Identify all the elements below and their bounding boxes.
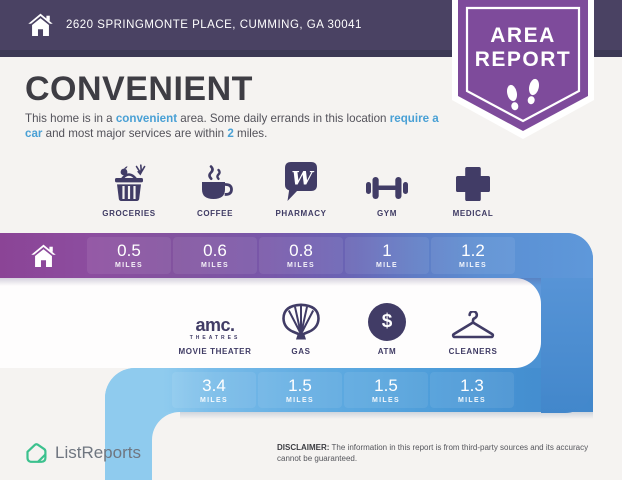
footprints-icon xyxy=(507,78,539,111)
amenity-coffee: COFFEE xyxy=(172,154,258,218)
dumbbell-icon xyxy=(364,157,410,203)
distance-unit: MILES xyxy=(458,397,486,404)
distance-unit: MILES xyxy=(372,397,400,404)
distance-chip-medical: 1.2 MILES xyxy=(431,237,515,274)
badge-line2: REPORT xyxy=(475,48,572,71)
amc-theatres-logo: amc. THEATRES xyxy=(190,295,241,341)
distance-value: 1.5 xyxy=(288,376,312,395)
amenity-label: MEDICAL xyxy=(452,209,494,218)
summary-part: area. Some daily errands in this locatio… xyxy=(177,112,390,125)
amenity-groceries: GROCERIES xyxy=(86,154,172,218)
amenity-label: ATM xyxy=(377,347,397,356)
amenity-pharmacy: W PHARMACY xyxy=(258,154,344,218)
amenity-medical: MEDICAL xyxy=(430,154,516,218)
svg-text:W: W xyxy=(291,168,314,190)
area-report-badge: AREA REPORT xyxy=(452,0,594,139)
distance-unit: MILES xyxy=(201,262,229,269)
bar1-shadow xyxy=(0,278,541,286)
groceries-basket-icon xyxy=(109,157,149,203)
amenity-label: GYM xyxy=(376,209,398,218)
summary-part: and most major services are within xyxy=(42,126,228,140)
distance-value: 0.5 xyxy=(117,241,141,260)
listreports-wordmark: ListReports xyxy=(55,443,141,462)
distance-unit: MILES xyxy=(287,262,315,269)
listreports-logo: ListReports xyxy=(24,441,141,465)
distance-value: 0.6 xyxy=(203,241,227,260)
amenity-label: MOVIE THEATER xyxy=(178,347,252,356)
medical-cross-icon xyxy=(454,157,492,203)
summary-highlight: 2 xyxy=(227,126,234,140)
home-icon xyxy=(28,13,53,36)
shell-gas-icon xyxy=(280,295,322,341)
amenity-movie-theater: amc. THEATRES MOVIE THEATER xyxy=(172,292,258,356)
distance-chip-movie-theater: 3.4 MILES xyxy=(172,372,256,408)
amenity-cleaners: CLEANERS xyxy=(430,292,516,356)
distance-chip-groceries: 0.5 MILES xyxy=(87,237,171,274)
amenity-label: GROCERIES xyxy=(102,209,156,218)
header-content: 2620 SPRINGMONTE PLACE, CUMMING, GA 3004… xyxy=(0,0,622,50)
distance-chip-cleaners: 1.3 MILES xyxy=(430,372,514,408)
disclaimer-label: DISCLAIMER: xyxy=(277,443,330,452)
distance-value: 3.4 xyxy=(202,376,226,395)
page-title: CONVENIENT xyxy=(25,70,253,108)
distance-value: 1 xyxy=(382,241,392,260)
amenity-label: PHARMACY xyxy=(275,209,327,218)
distance-value: 1.2 xyxy=(461,241,485,260)
listreports-house-icon xyxy=(26,443,47,463)
walgreens-w-icon: W xyxy=(281,157,321,203)
distance-value: 1.3 xyxy=(460,376,484,395)
amenity-gym: GYM xyxy=(344,154,430,218)
amc-wordmark: amc. xyxy=(195,315,235,335)
summary-part: This home is in a xyxy=(25,112,116,125)
distance-chip-gym: 1 MILE xyxy=(345,237,429,274)
summary-text: This home is in a convenient area. Some … xyxy=(25,112,453,142)
distance-chip-atm: 1.5 MILES xyxy=(344,372,428,408)
distance-unit: MILE xyxy=(376,262,398,269)
dollar-circle-icon: $ xyxy=(368,295,406,341)
distance-chip-coffee: 0.6 MILES xyxy=(173,237,257,274)
home-icon xyxy=(30,244,56,267)
property-address: 2620 SPRINGMONTE PLACE, CUMMING, GA 3004… xyxy=(66,19,362,31)
disclaimer-text: The information in this report is from t… xyxy=(277,443,589,463)
distance-bar-2: 3.4 MILES 1.5 MILES 1.5 MILES 1.3 MILES xyxy=(105,368,593,412)
distance-chip-gas: 1.5 MILES xyxy=(258,372,342,408)
distance-unit: MILES xyxy=(286,397,314,404)
hanger-icon xyxy=(450,295,496,341)
dollar-sign: $ xyxy=(381,311,393,332)
bar-home-cell xyxy=(0,233,86,278)
bar2-shadow xyxy=(180,412,593,419)
amenity-label: CLEANERS xyxy=(448,347,498,356)
amc-sub-wordmark: THEATRES xyxy=(189,335,241,341)
summary-highlight: require a car xyxy=(25,112,439,140)
distance-chip-pharmacy: 0.8 MILES xyxy=(259,237,343,274)
summary-highlight: convenient xyxy=(115,112,178,125)
coffee-cup-icon xyxy=(196,157,234,203)
distance-bar-1: 0.5 MILES 0.6 MILES 0.8 MILES 1 MILE 1.2… xyxy=(0,233,593,278)
inner-content-card xyxy=(0,278,541,368)
amenity-label: COFFEE xyxy=(196,209,234,218)
disclaimer: DISCLAIMER: The information in this repo… xyxy=(277,443,601,464)
distance-unit: MILES xyxy=(459,262,487,269)
amenity-atm: $ ATM xyxy=(344,292,430,356)
amenity-label: GAS xyxy=(291,347,311,356)
summary-part: miles. xyxy=(233,126,268,140)
amenity-gas: GAS xyxy=(258,292,344,356)
distance-unit: MILES xyxy=(115,262,143,269)
distance-value: 0.8 xyxy=(289,241,313,260)
distance-unit: MILES xyxy=(200,397,228,404)
band-inner-corner xyxy=(152,412,212,472)
distance-value: 1.5 xyxy=(374,376,398,395)
badge-line1: AREA xyxy=(490,24,556,47)
